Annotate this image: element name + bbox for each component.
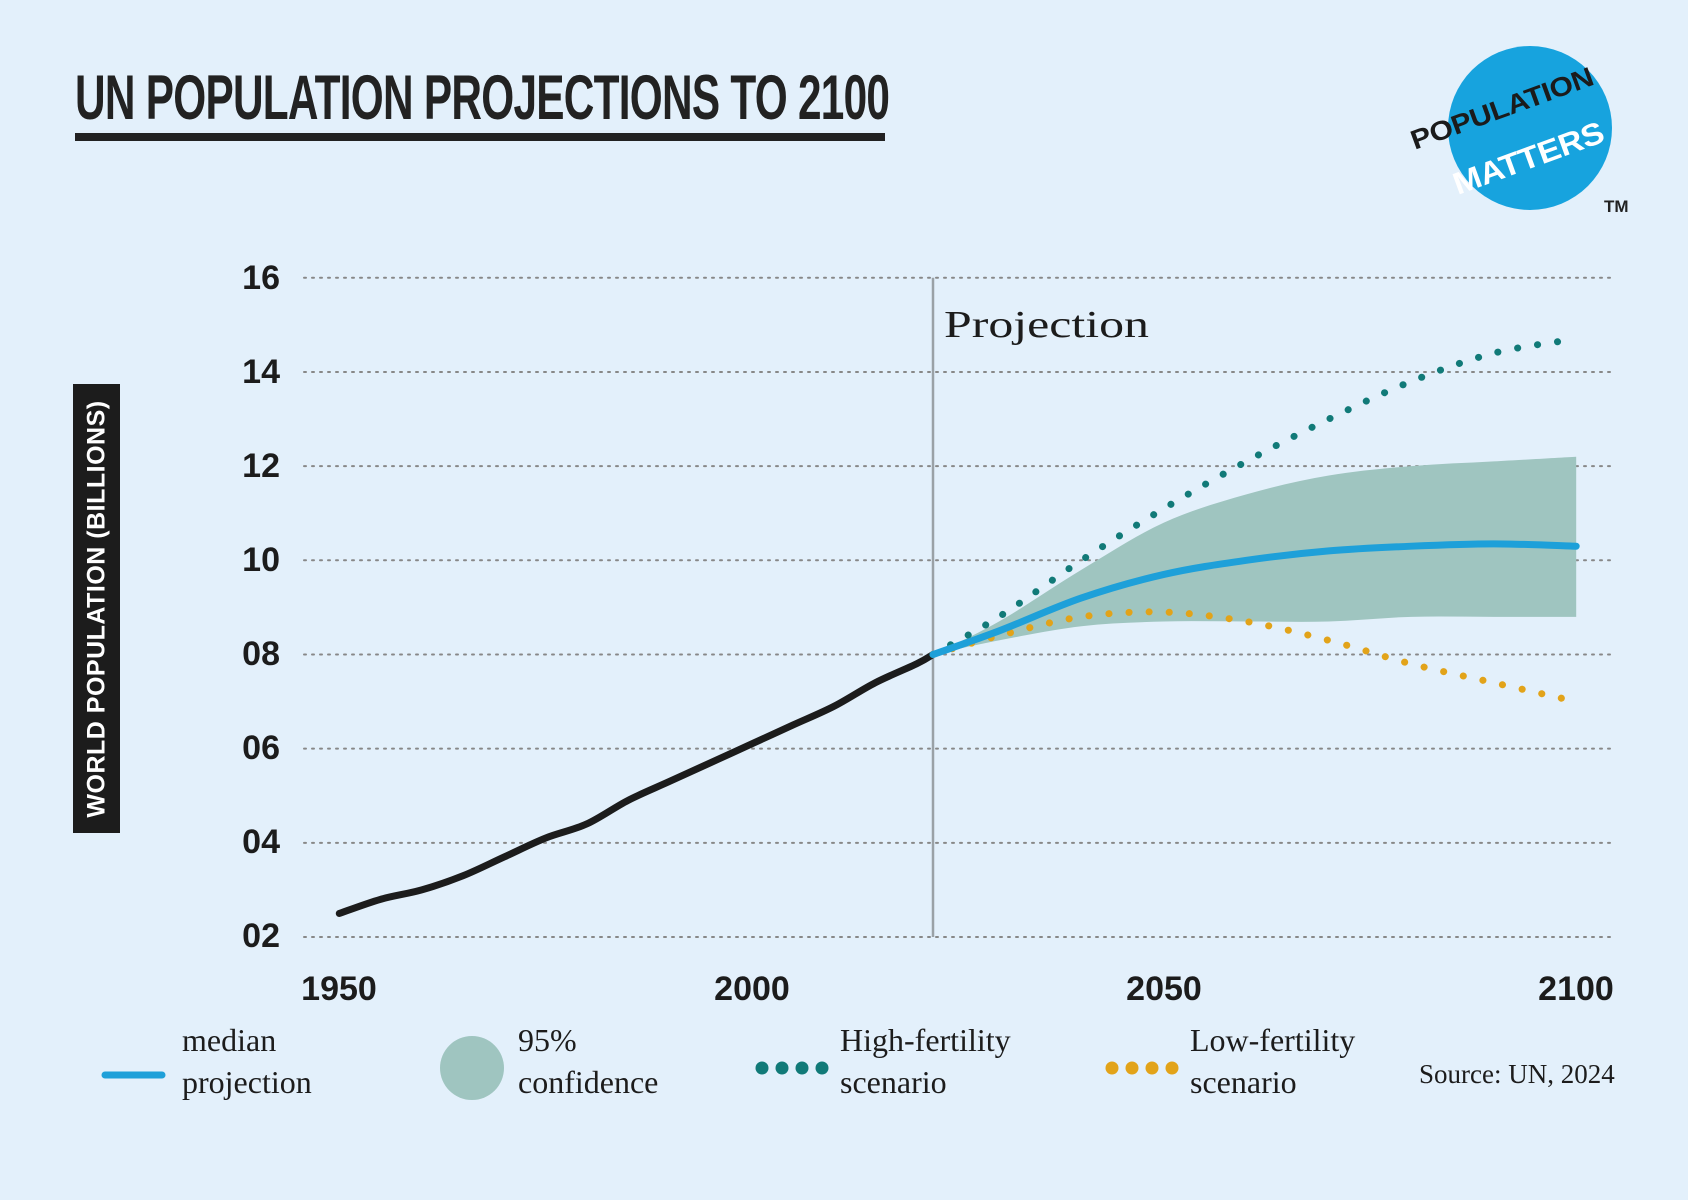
svg-text:High-fertility: High-fertility (840, 1022, 1011, 1058)
svg-text:95%: 95% (518, 1022, 577, 1058)
svg-text:1950: 1950 (301, 970, 377, 1008)
svg-text:scenario: scenario (1190, 1064, 1297, 1100)
svg-text:Projection: Projection (944, 304, 1149, 346)
svg-text:2100: 2100 (1538, 970, 1614, 1008)
svg-text:scenario: scenario (840, 1064, 947, 1100)
svg-text:projection: projection (182, 1064, 312, 1100)
svg-text:08: 08 (242, 635, 280, 673)
svg-text:median: median (182, 1022, 276, 1058)
svg-text:Low-fertility: Low-fertility (1190, 1022, 1355, 1058)
svg-text:02: 02 (242, 917, 280, 955)
svg-text:Source: UN, 2024: Source: UN, 2024 (1419, 1059, 1615, 1089)
svg-text:confidence: confidence (518, 1064, 658, 1100)
svg-text:2050: 2050 (1126, 970, 1202, 1008)
svg-text:16: 16 (242, 259, 280, 297)
svg-text:10: 10 (242, 541, 280, 579)
svg-text:04: 04 (242, 823, 280, 861)
svg-text:14: 14 (242, 353, 280, 391)
svg-text:12: 12 (242, 447, 280, 485)
svg-text:06: 06 (242, 729, 280, 767)
svg-text:2000: 2000 (714, 970, 790, 1008)
